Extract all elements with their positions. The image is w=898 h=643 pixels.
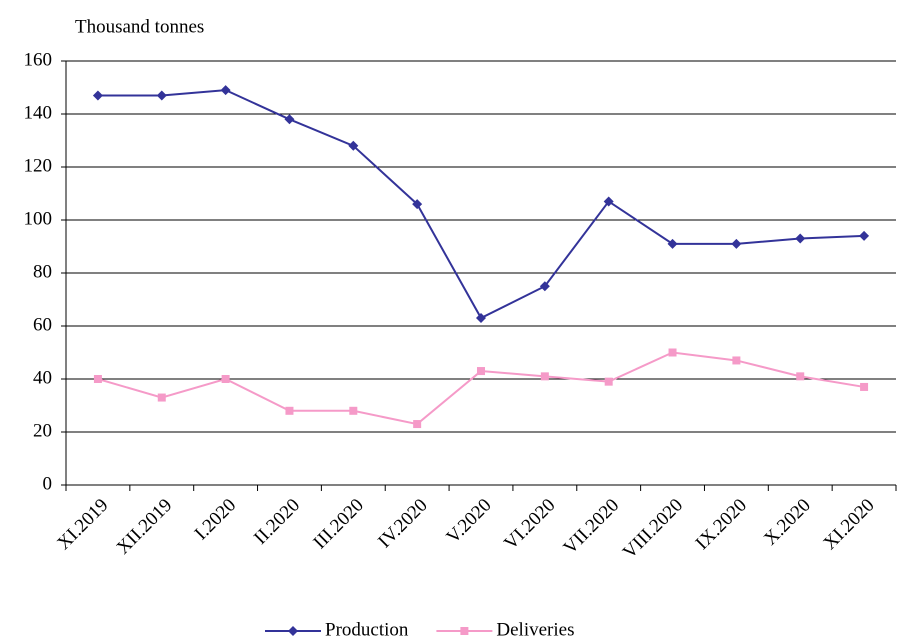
legend-label: Production [325,619,409,640]
marker [540,372,549,381]
marker [288,626,298,636]
x-tick-label: II.2020 [250,495,304,549]
marker [221,375,230,383]
marker [860,382,869,391]
x-tick-label: III.2020 [309,495,368,554]
marker [604,377,613,386]
marker [731,238,742,249]
y-tick-label: 140 [24,102,53,123]
marker [156,90,167,101]
series-line [97,89,865,320]
marker [349,406,358,415]
marker [284,114,295,125]
y-tick-label: 40 [33,367,52,388]
marker [413,420,422,429]
y-tick-label: 0 [43,473,53,494]
x-tick-label: IV.2020 [374,495,432,553]
x-tick-label: VII.2020 [560,495,624,559]
marker [92,90,103,101]
legend-label: Deliveries [496,619,574,640]
x-tick-label: XI.2020 [819,495,878,554]
x-tick-label: XII.2019 [113,495,177,559]
marker [603,196,614,207]
x-tick-label: VIII.2020 [619,495,687,563]
marker [412,199,423,210]
marker [220,85,231,96]
marker [476,313,486,324]
marker [732,356,741,365]
marker [667,238,678,249]
x-tick-label: VI.2020 [500,495,559,554]
y-axis-label: Thousand tonnes [75,16,204,37]
marker [285,406,294,415]
marker [859,230,870,241]
y-tick-label: 160 [24,49,53,70]
marker [460,627,469,635]
marker [539,281,550,292]
x-tick-label: V.2020 [443,495,496,548]
y-tick-label: 80 [33,261,52,282]
marker [157,393,166,402]
marker [348,140,359,151]
y-tick-label: 100 [24,208,53,229]
marker [796,372,805,381]
x-tick-label: IX.2020 [692,495,751,554]
x-tick-label: XI.2019 [53,495,112,554]
marker [93,375,102,383]
x-tick-label: I.2020 [191,495,241,545]
series-line [97,351,865,426]
y-tick-label: 20 [33,420,52,441]
x-tick-label: X.2020 [760,495,815,550]
y-tick-label: 120 [24,155,53,176]
marker [668,348,677,357]
y-tick-label: 60 [33,314,52,335]
marker [477,367,485,376]
marker [795,233,806,244]
